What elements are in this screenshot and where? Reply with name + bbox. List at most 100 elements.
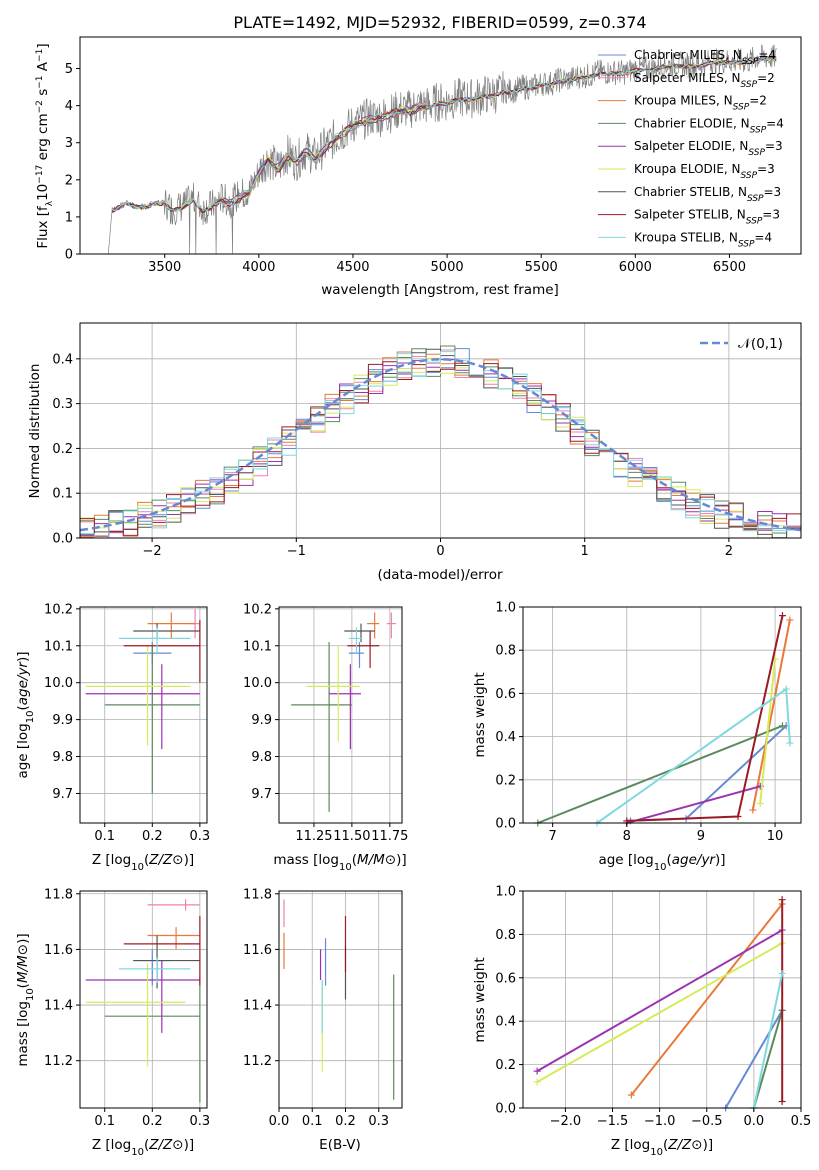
y-tick-label: 0.1 [52,487,73,502]
y-label-part: −1 [35,75,45,88]
y-tick-label: 0.4 [52,352,73,367]
label-part: )] [715,852,726,868]
mass-z-x-label: Z [log10(Z/Z⊙)] [92,1137,194,1158]
legend-name: Kroupa MILES, N [634,94,733,108]
weight-z-x-label: Z [log10(Z/Z⊙)] [611,1137,713,1158]
legend-sub: SSP [741,80,758,90]
plot-area [533,896,786,1112]
label-part: )] [184,852,195,868]
y-tick-label: 4 [65,99,73,114]
y-tick-label: 3 [65,136,73,151]
x-tick-label: 0.2 [142,1114,163,1129]
legend-entry: Chabrier STELIB, NSSP=3 [634,185,781,204]
x-tick-label: 0.3 [190,829,211,844]
plot-area [85,899,201,1103]
label-part: Z [log [92,852,131,868]
histogram-kroupa-elodie [80,357,801,539]
spectrum-y-label: Flux [fλ10−17 erg cm−2 s−1 A−1] [35,43,55,248]
y-tick-label: 0.4 [495,730,516,745]
normal-curve [79,358,802,532]
y-tick-label: 9.7 [251,787,272,802]
legend-name: Kroupa ELODIE, N [634,162,741,176]
y-tick-label: 11.8 [243,887,272,902]
y-tick-label: 0.2 [495,1058,516,1073]
x-tick-label: 0.1 [94,829,115,844]
x-tick-label: 0.0 [269,1114,290,1129]
weight-line-kroupa-miles [751,619,791,811]
weight-marker [782,685,790,693]
mass-vs-z-panel: 0.1 0.2 0.311.211.411.611.8Z [log10(Z/Z⊙)]… [15,887,210,1157]
legend-sub: SSP [750,125,767,135]
y-label-part: A [35,61,51,75]
weight-marker [786,616,794,624]
legend-sub: SSP [738,239,755,249]
legend-entry: Kroupa MILES, NSSP=2 [634,94,767,113]
histogram-salpeter-stelib [80,361,801,537]
weight-line-kroupa-miles [630,903,783,1096]
label-part: ( [666,852,671,868]
plot-area [107,44,777,255]
label-sub: 10 [131,862,144,873]
weight-marker [627,1091,635,1099]
y-tick-label: 1.0 [495,885,516,900]
y-tick-label: 11.8 [44,887,73,902]
weight-marker [533,1078,541,1086]
x-tick-label: 11.75 [371,829,408,844]
age-vs-mass-panel: 11.25 11.50 11.75 9.7 9.8 9.9 10.0 10.1 10.2 mass… [243,602,408,872]
y-tick-label: 11.4 [243,999,272,1014]
legend-count: =2 [749,94,767,108]
spectrum-model-kroupa-elodie [111,56,777,212]
y-tick-label: 11.2 [44,1054,73,1069]
label-sub: 10 [654,862,667,873]
weight-line-salpeter-elodie [626,785,761,824]
axes-frame [79,606,208,824]
legend-entry: Chabrier ELODIE, NSSP=4 [634,116,784,135]
legend-name: Chabrier MILES, N [634,48,742,62]
y-tick-label: 9.8 [251,750,272,765]
histogram-kroupa-stelib [80,351,801,539]
axes-frame [522,606,802,824]
label-part: mass [log [273,852,339,868]
plot-area [534,612,794,827]
legend-count: =3 [762,208,780,222]
spectrum-model-kroupa-stelib [111,57,777,213]
label-part: )] [703,1137,714,1153]
label-part: Z [log [611,1137,650,1153]
y-tick-label: 0.0 [495,1102,516,1117]
weight-z-y-label: mass weight [472,957,488,1042]
spectrum-panel: 3500 4000 4500 5000 5500 6000 6500 0 1 2 3 4 5 wavele… [35,36,802,298]
legend-entry: Salpeter MILES, NSSP=2 [634,71,775,90]
y-tick-label: 1 [65,210,73,225]
plot-area [79,345,802,539]
x-tick-label: 2 [725,544,733,559]
label-part: ( [144,852,149,868]
y-tick-label: 0.0 [495,817,516,832]
x-tick-label: 0.0 [744,1114,765,1129]
legend-count: =3 [764,185,782,199]
weight-vs-z-panel: −2.0 −1.5 −1.0 −0.5 0.0 0.5 0.0 0.2 0.4 0.6 0.8 1.0… [472,885,811,1158]
label-italic: Z/Z⊙ [148,1137,183,1153]
weight-line-salpeter-stelib [626,615,784,822]
legend-count: =2 [757,71,775,85]
y-tick-label: 10.1 [44,639,73,654]
legend-sub: SSP [741,171,758,181]
y-label-part: −1 [35,49,45,62]
label-part: ( [663,1137,668,1153]
y-tick-label: 9.9 [251,713,272,728]
legend-count: =3 [765,139,783,153]
axes-frame [522,890,802,1109]
y-tick-label: 11.2 [243,1054,272,1069]
axes-frame [79,890,208,1109]
label-part: Z [log [92,1137,131,1153]
label-sub: 10 [339,862,352,873]
y-label-part: s [35,89,51,100]
legend-name: Chabrier ELODIE, N [634,116,750,130]
y-tick-label: 0.2 [52,442,73,457]
legend-name: Salpeter ELODIE, N [634,139,748,153]
legend-sub: SSP [747,194,764,204]
label-part: )] [184,1137,195,1153]
legend-count: =3 [757,162,775,176]
y-tick-label: 10.0 [44,676,73,691]
y-tick-label: 5 [65,62,73,77]
